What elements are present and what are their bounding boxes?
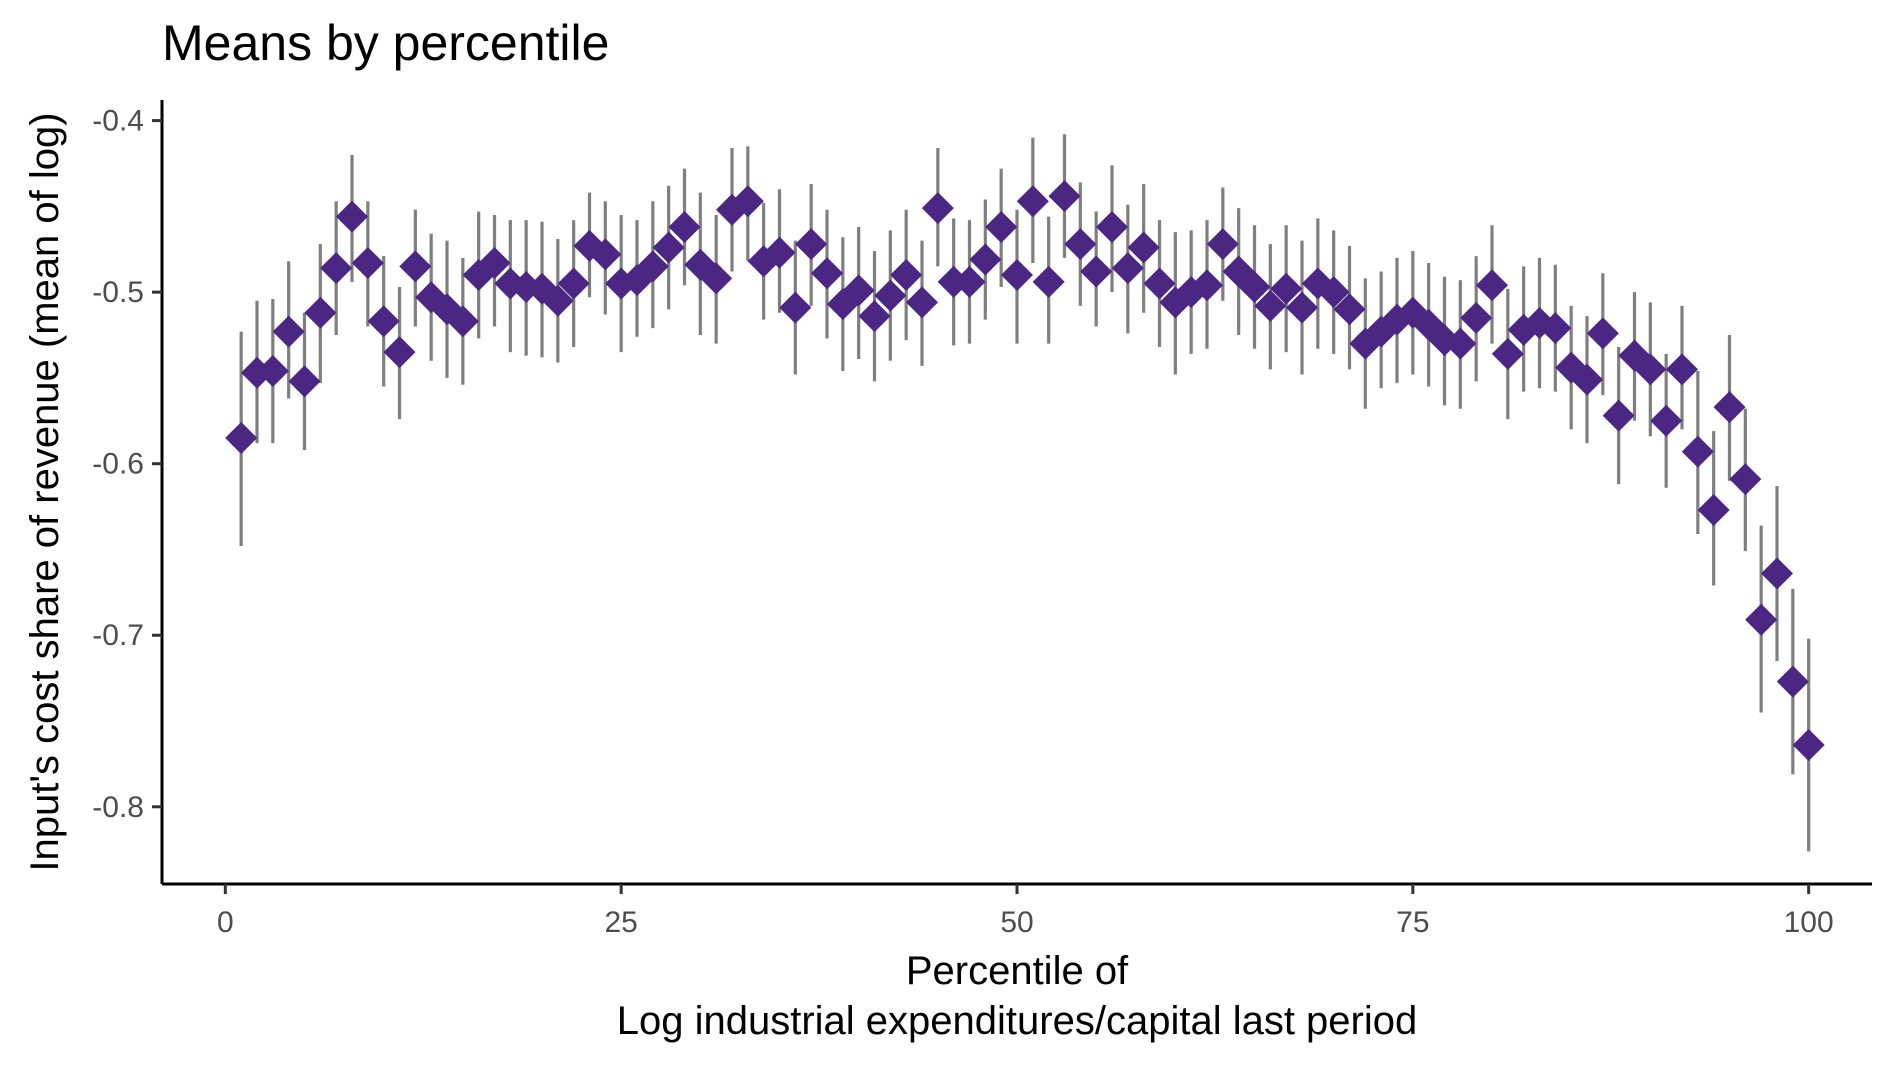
x-axis-title: Percentile of [906, 949, 1129, 993]
data-point [1713, 391, 1746, 424]
data-point [446, 305, 479, 338]
data-point [811, 257, 843, 290]
x-axis-title-line2: Log industrial expenditures/capital last… [617, 999, 1418, 1043]
data-point [636, 250, 669, 283]
y-tick-label: -0.5 [92, 276, 144, 309]
data-point [652, 231, 685, 264]
data-point [1444, 327, 1477, 360]
data-point [700, 262, 733, 295]
data-point [1016, 185, 1049, 218]
chart-title: Means by percentile [162, 15, 609, 71]
data-point [1317, 276, 1350, 309]
data-point [747, 245, 780, 278]
data-point [668, 210, 701, 243]
x-tick-label: 50 [1000, 906, 1033, 939]
data-point [842, 274, 875, 307]
errorbar-layer [239, 134, 1811, 852]
data-point [953, 265, 986, 298]
data-point [1745, 603, 1778, 636]
data-point [351, 246, 384, 279]
data-point [890, 258, 923, 291]
data-point [985, 210, 1018, 243]
data-point [779, 291, 812, 324]
data-point [1650, 404, 1683, 437]
y-axis-title: Input's cost share of revenue (mean of l… [23, 112, 67, 871]
data-point [225, 421, 258, 454]
data-point [1539, 312, 1572, 345]
data-point [1048, 180, 1081, 213]
data-point [256, 355, 289, 388]
data-point [969, 243, 1002, 276]
data-point [763, 236, 796, 269]
data-point [1681, 435, 1714, 468]
data-point [288, 365, 321, 398]
data-point [589, 238, 622, 271]
data-point [1254, 289, 1287, 322]
data-point [1064, 228, 1097, 261]
data-point [320, 252, 353, 285]
data-point [272, 315, 305, 348]
data-point [1270, 272, 1303, 305]
y-tick-label: -0.6 [92, 448, 144, 481]
data-point [1143, 267, 1176, 300]
data-point [1792, 729, 1825, 762]
data-point [1697, 494, 1730, 527]
data-point [367, 305, 400, 338]
data-point [1127, 231, 1160, 264]
data-point [1571, 363, 1603, 396]
data-point [1634, 353, 1667, 386]
data-point [1776, 665, 1809, 698]
data-point [1238, 270, 1271, 303]
data-point [1001, 258, 1033, 291]
data-point [1761, 557, 1793, 590]
data-point [336, 200, 368, 233]
data-point [921, 192, 954, 225]
data-point [1111, 252, 1144, 285]
data-point [1460, 301, 1493, 334]
data-point [1586, 317, 1619, 350]
data-point [1286, 291, 1318, 324]
data-point [1032, 265, 1065, 298]
data-point [1491, 337, 1524, 370]
data-point [1096, 210, 1128, 243]
y-axis-ticks: -0.8 -0.7 -0.6 -0.5 -0.4 [92, 105, 162, 824]
data-point [1729, 463, 1762, 496]
data-point [1080, 255, 1113, 288]
data-point [478, 246, 511, 279]
data-point [1206, 228, 1239, 261]
y-tick-label: -0.8 [92, 791, 144, 824]
data-point [557, 267, 590, 300]
point-layer [225, 180, 1825, 762]
x-tick-label: 100 [1784, 906, 1834, 939]
data-point [1333, 293, 1366, 326]
y-tick-label: -0.7 [92, 619, 144, 652]
x-tick-label: 0 [217, 906, 234, 939]
data-point [795, 228, 828, 261]
data-point [1476, 269, 1508, 302]
data-point [399, 250, 432, 283]
data-point [1191, 269, 1223, 302]
y-tick-label: -0.4 [92, 105, 144, 138]
x-axis-ticks: 0 25 50 75 100 [217, 884, 1834, 939]
data-point [731, 185, 764, 218]
data-point [858, 300, 891, 333]
data-point [906, 286, 938, 319]
data-point [383, 336, 416, 369]
data-point [1602, 399, 1635, 432]
data-point [541, 284, 574, 317]
data-point [304, 296, 337, 329]
x-tick-label: 75 [1396, 906, 1429, 939]
data-point [1666, 353, 1698, 386]
data-point [874, 279, 907, 312]
x-tick-label: 25 [604, 906, 637, 939]
